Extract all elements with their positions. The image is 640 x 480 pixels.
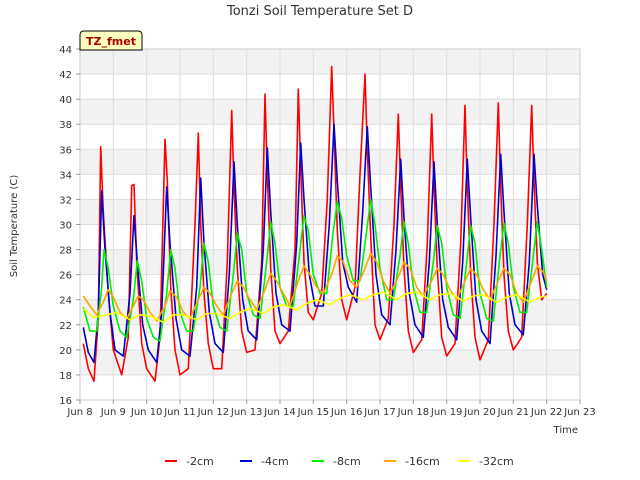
series-line-2cmcm: [82, 65, 548, 383]
y-tick-label: 24: [59, 296, 72, 307]
x-tick-label: Jun 21: [497, 407, 530, 418]
legend-label: -32cm: [479, 455, 514, 468]
station-tag: TZ_fmet: [79, 30, 143, 51]
x-tick-label: Jun 23: [563, 407, 596, 418]
x-tick-label: Jun 12: [197, 407, 230, 418]
x-tick-labels: Jun 8 Jun 9 Jun 10 Jun 11 Jun 12 Jun 13 Jun 14…: [66, 400, 596, 418]
series-line-32cmcm: [82, 291, 547, 324]
legend-label: -16cm: [405, 455, 440, 468]
y-tick-label: 16: [59, 396, 72, 407]
plot-band: [80, 149, 580, 175]
x-tick-label: Jun 19: [430, 407, 463, 418]
x-tick-label: Jun 16: [330, 407, 363, 418]
series-line-16cmcm: [82, 252, 548, 322]
x-tick-label: Jun 13: [230, 407, 263, 418]
x-tick-label: Jun 14: [263, 407, 296, 418]
y-tick-label: 30: [59, 221, 72, 232]
y-tick-label: 20: [59, 346, 72, 357]
y-axis-label: Soil Temperature (C): [9, 175, 20, 278]
legend-label: -8cm: [333, 455, 361, 468]
plot-band: [80, 299, 580, 325]
x-axis-label: Time: [553, 425, 578, 436]
legend-item: -4cm: [240, 455, 289, 468]
y-tick-label: 44: [59, 45, 72, 56]
y-tick-labels: 16 18 20 22 24 26 28 30 32 34 36 38 40 42 44: [59, 45, 80, 407]
plot-band: [80, 349, 580, 375]
y-tick-label: 38: [59, 120, 72, 131]
legend-label: -4cm: [261, 455, 289, 468]
x-tick-label: Jun 22: [530, 407, 563, 418]
y-tick-label: 18: [59, 371, 72, 382]
legend: -2cm -4cm -8cm -16cm -32cm: [165, 455, 514, 468]
station-tag-label: TZ_fmet: [86, 35, 136, 48]
y-tick-label: 40: [59, 95, 72, 106]
x-tick-label: Jun 18: [397, 407, 430, 418]
x-tick-label: Jun 9: [100, 407, 126, 418]
legend-item: -32cm: [458, 455, 514, 468]
y-tick-label: 32: [59, 195, 72, 206]
chart-title: Tonzi Soil Temperature Set D: [226, 4, 413, 19]
series-line-4cmcm: [82, 123, 548, 364]
legend-item: -2cm: [165, 455, 214, 468]
legend-label: -2cm: [186, 455, 214, 468]
legend-item: -16cm: [384, 455, 440, 468]
x-tick-label: Jun 20: [463, 407, 496, 418]
x-tick-label: Jun 8: [66, 407, 92, 418]
x-tick-label: Jun 17: [363, 407, 396, 418]
y-tick-label: 28: [59, 246, 72, 257]
y-tick-label: 22: [59, 321, 72, 332]
y-tick-label: 36: [59, 145, 72, 156]
series-lines: [82, 65, 548, 383]
y-tick-label: 26: [59, 271, 72, 282]
x-tick-label: Jun 10: [130, 407, 163, 418]
plot-band: [80, 49, 580, 75]
series-line-8cmcm: [82, 198, 548, 342]
x-tick-label: Jun 11: [163, 407, 196, 418]
y-tick-label: 42: [59, 70, 72, 81]
y-tick-label: 34: [59, 170, 72, 181]
legend-item: -8cm: [312, 455, 361, 468]
x-tick-label: Jun 15: [297, 407, 330, 418]
